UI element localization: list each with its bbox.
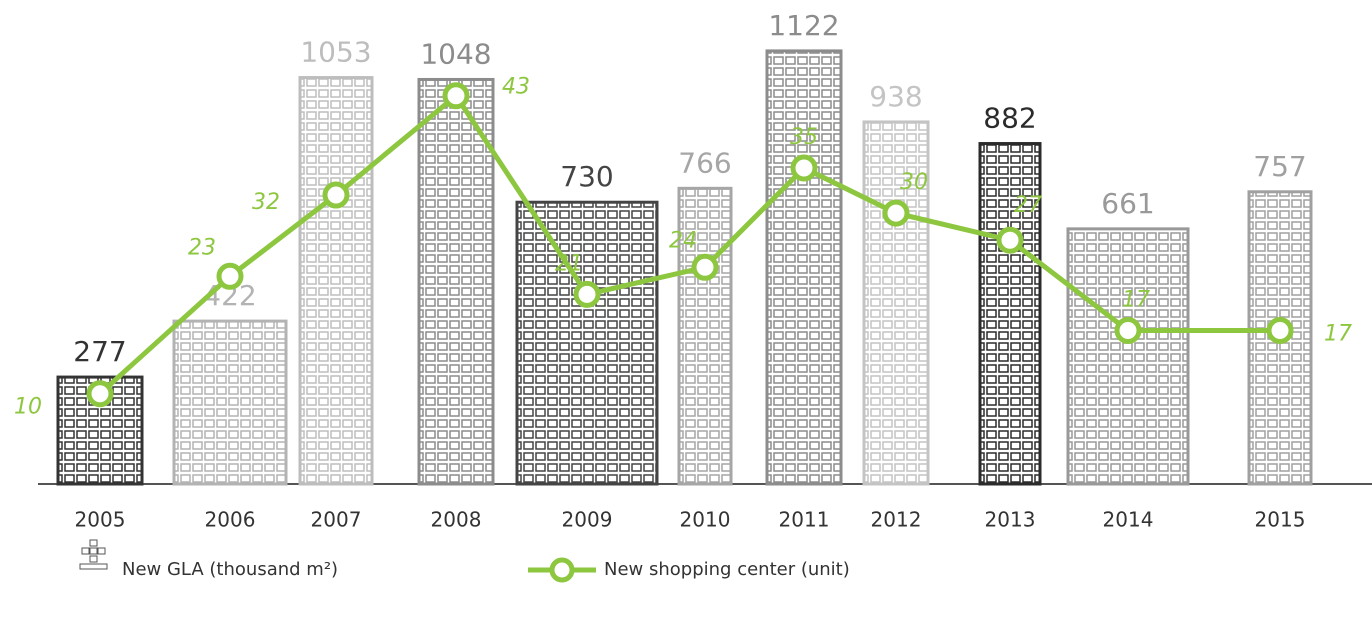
point: [691, 253, 719, 281]
value-label: 17: [1324, 321, 1352, 346]
point: [573, 280, 601, 308]
x-tick-label: 2007: [311, 508, 362, 532]
legend-line-icon: [528, 557, 596, 583]
value-label: 32: [252, 190, 280, 215]
value-label: 27: [1014, 193, 1042, 218]
value-label: 35: [790, 125, 818, 150]
value-label: 766: [678, 146, 731, 179]
point: [322, 181, 350, 209]
building: [515, 200, 659, 486]
building: [298, 76, 374, 486]
x-tick-label: 2009: [562, 508, 613, 532]
point: [86, 380, 114, 408]
value-label: 30: [900, 170, 928, 195]
building: [978, 142, 1042, 486]
point: [790, 154, 818, 182]
value-label: 43: [502, 75, 530, 100]
x-tick-label: 2006: [205, 508, 256, 532]
x-tick-label: 2014: [1103, 508, 1154, 532]
legend-label: New GLA (thousand m²): [122, 559, 338, 580]
point: [1114, 316, 1142, 344]
value-label: 24: [669, 228, 697, 253]
building: [1066, 227, 1190, 486]
point: [1266, 316, 1294, 344]
value-label: 10: [14, 395, 42, 420]
x-tick-label: 2010: [680, 508, 731, 532]
building: [677, 186, 733, 486]
building: [862, 120, 930, 486]
building: [417, 77, 495, 486]
value-label: 1053: [300, 36, 371, 69]
point: [216, 262, 244, 290]
value-label: 1122: [768, 9, 839, 42]
building: [765, 49, 843, 486]
value-label: 730: [560, 160, 613, 193]
value-label: 757: [1253, 150, 1306, 183]
x-tick-label: 2005: [75, 508, 126, 532]
x-tick-label: 2008: [431, 508, 482, 532]
value-label: 1048: [420, 37, 491, 70]
value-label: 938: [869, 80, 922, 113]
x-tick-label: 2011: [779, 508, 830, 532]
value-label: 661: [1101, 187, 1154, 220]
value-label: 17: [1122, 287, 1150, 312]
legend-gla-icon: [79, 539, 108, 570]
point: [882, 199, 910, 227]
point: [442, 82, 470, 110]
value-label: 882: [983, 102, 1036, 135]
point: [996, 226, 1024, 254]
x-tick-label: 2012: [871, 508, 922, 532]
value-label: 23: [188, 235, 216, 260]
x-tick-label: 2015: [1255, 508, 1306, 532]
value-label: 277: [73, 335, 126, 368]
legend-label: New shopping center (unit): [604, 559, 850, 580]
building: [172, 319, 288, 486]
value-label: 21: [555, 251, 583, 276]
x-tick-label: 2013: [985, 508, 1036, 532]
